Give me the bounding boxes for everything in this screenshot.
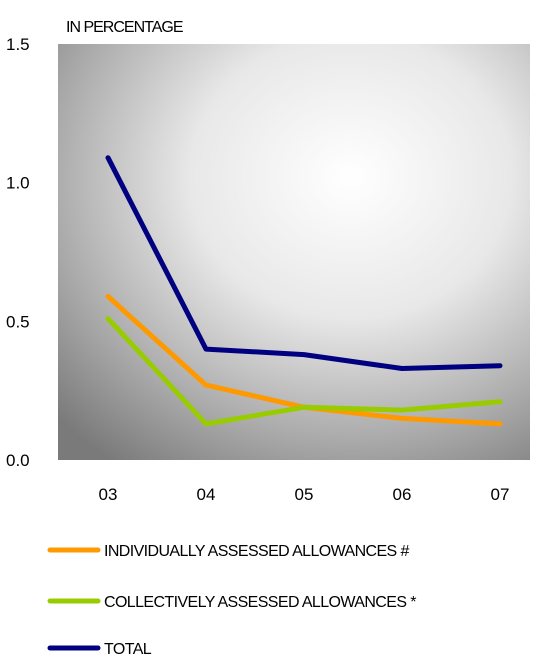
- x-axis-ticks: 03 04 05 06 07: [99, 485, 510, 504]
- y-tick-label: 0.5: [6, 312, 30, 331]
- legend-label: COLLECTIVELY ASSESSED ALLOWANCES *: [104, 594, 416, 611]
- series-line: [105, 155, 503, 371]
- chart-subtitle: IN PERCENTAGE: [66, 19, 183, 36]
- legend-label: INDIVIDUALLY ASSESSED ALLOWANCES #: [104, 543, 409, 560]
- x-tick-label: 03: [99, 485, 118, 504]
- series-line: [105, 316, 503, 427]
- x-tick-label: 04: [197, 485, 216, 504]
- y-tick-label: 0.0: [6, 451, 30, 470]
- x-tick-label: 05: [295, 485, 314, 504]
- plot-area: [58, 44, 530, 460]
- x-tick-label: 06: [393, 485, 412, 504]
- legend: INDIVIDUALLY ASSESSED ALLOWANCES # COLLEC…: [47, 543, 417, 658]
- y-tick-label: 1.0: [6, 174, 30, 193]
- y-axis-ticks: 0.0 0.5 1.0 1.5: [6, 35, 30, 470]
- y-tick-label: 1.5: [6, 35, 30, 54]
- series-lines: [105, 155, 503, 427]
- legend-label: TOTAL: [104, 641, 152, 657]
- x-tick-label: 07: [491, 485, 510, 504]
